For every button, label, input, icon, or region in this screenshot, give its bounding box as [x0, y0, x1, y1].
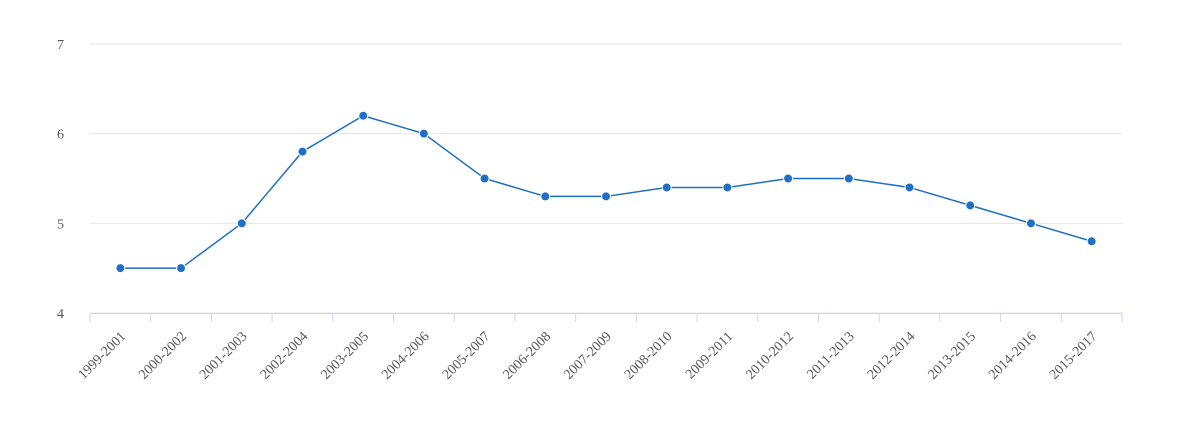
point	[176, 263, 187, 274]
x-tick-label: 2014-2016	[986, 329, 1040, 383]
point	[601, 191, 611, 202]
x-tick-label: 2002-2004	[258, 329, 312, 383]
x-tick-label: 2011-2013	[805, 329, 858, 382]
point	[1086, 236, 1097, 247]
point	[236, 218, 247, 229]
point	[297, 146, 308, 157]
point	[722, 182, 733, 193]
point	[661, 182, 672, 193]
point	[965, 200, 976, 211]
y-tick-label: 6	[57, 128, 64, 143]
y-tick-label: 7	[57, 38, 64, 53]
x-tick-label: 2003-2005	[318, 329, 372, 383]
point	[418, 128, 429, 139]
x-tick-label: 2005-2007	[440, 329, 494, 383]
point	[115, 263, 126, 274]
point	[1025, 218, 1036, 229]
point	[843, 173, 854, 184]
point	[783, 173, 794, 184]
x-tick-label: 2006-2008	[501, 329, 555, 383]
point	[540, 191, 551, 202]
y-tick-label: 4	[57, 307, 64, 322]
x-tick-label: 2000-2002	[136, 329, 190, 383]
y-tick-label: 5	[57, 217, 64, 232]
point	[358, 110, 369, 121]
x-tick-label: 2010-2012	[743, 329, 797, 383]
x-tick-label: 2013-2015	[926, 329, 980, 383]
x-tick-label: 2004-2006	[379, 329, 433, 383]
x-tick-label: 2007-2009	[561, 329, 615, 383]
x-tick-label: 2009-2011	[683, 329, 736, 382]
point	[904, 182, 915, 193]
x-tick-label: 1999-2001	[76, 329, 130, 383]
x-tick-label: 2008-2010	[622, 329, 676, 383]
x-tick-label: 2001-2003	[197, 329, 251, 383]
x-tick-label: 2015-2017	[1047, 329, 1101, 383]
x-tick-label: 2012-2014	[865, 329, 919, 383]
point	[479, 173, 490, 184]
